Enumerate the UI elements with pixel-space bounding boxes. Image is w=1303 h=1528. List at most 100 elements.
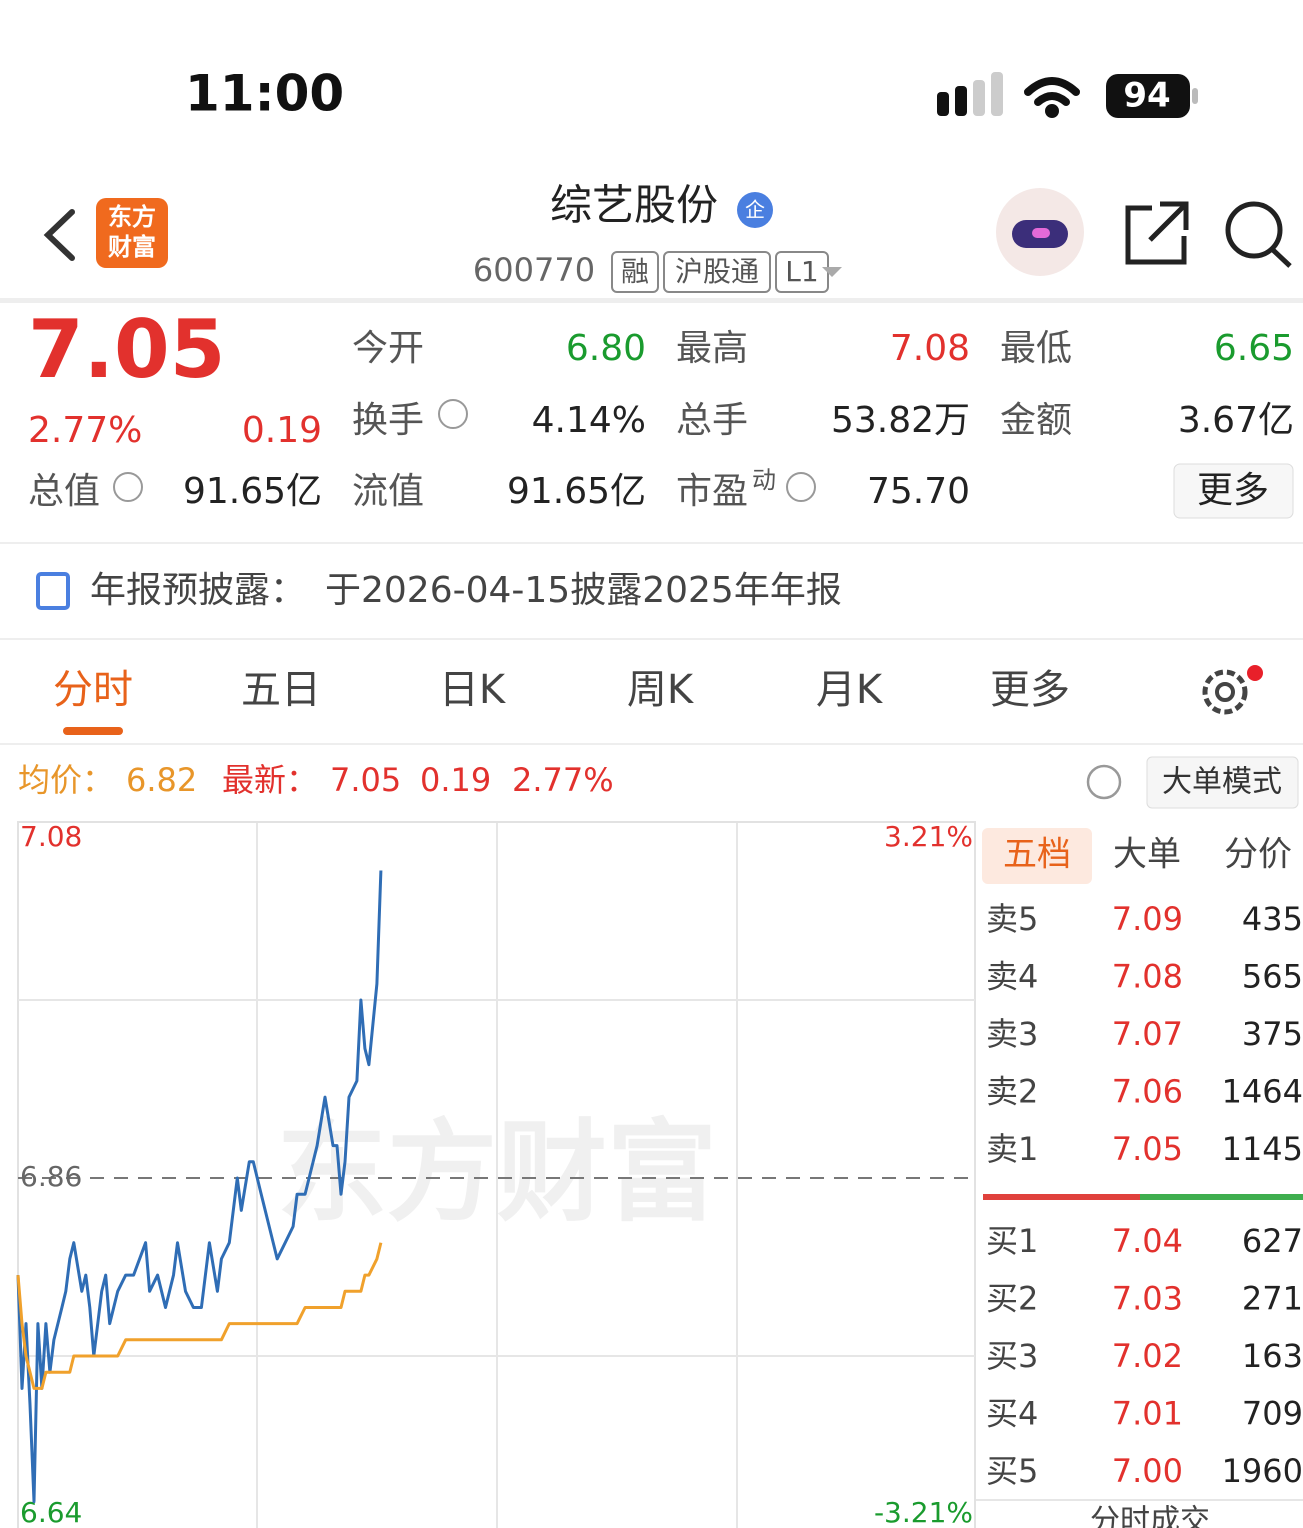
tab[interactable]: 月K	[816, 667, 884, 713]
bid-bar	[1140, 1194, 1303, 1200]
signal-icon	[937, 72, 1003, 116]
y2-tick-label: 3.21%	[884, 820, 973, 853]
field-label: 最低	[1000, 328, 1072, 369]
tab[interactable]: 分时	[53, 667, 133, 713]
tags: 融沪股通 L1	[611, 251, 829, 293]
book-volume: 271	[1242, 1280, 1303, 1318]
avatar-eye	[1032, 228, 1050, 238]
field-label: 流值	[352, 471, 424, 512]
book-volume: 709	[1242, 1395, 1303, 1433]
change-percent: 2.77%	[28, 410, 142, 451]
field-value: 75.70	[867, 471, 970, 512]
tag-box	[663, 251, 771, 293]
book-price: 7.09	[1112, 900, 1183, 938]
field-value: 7.08	[890, 328, 970, 369]
divider	[0, 743, 1303, 745]
field-value: 91.65亿	[507, 471, 646, 512]
book-price: 7.08	[1112, 958, 1183, 996]
tag: 融	[621, 255, 649, 288]
book-tab[interactable]: 大单	[1113, 835, 1181, 875]
stock-name: 综艺股份	[550, 181, 718, 230]
tab[interactable]: 日K	[439, 667, 507, 713]
wifi-icon	[1024, 77, 1080, 118]
help-icon[interactable]	[1086, 764, 1122, 800]
book-price: 7.05	[1112, 1130, 1183, 1168]
battery-cap	[1192, 88, 1198, 104]
book-label: 买2	[986, 1280, 1038, 1318]
book-volume: 1960	[1222, 1452, 1303, 1490]
search-button[interactable]	[1225, 201, 1292, 268]
field-value: 91.65亿	[183, 471, 322, 512]
brand-logo[interactable]	[96, 198, 168, 268]
badge-circle	[737, 192, 773, 228]
book-volume: 163	[1242, 1337, 1303, 1375]
brand-line: 财富	[108, 233, 156, 261]
y-tick-label: 6.64	[20, 1496, 82, 1528]
book-volume: 1464	[1222, 1073, 1303, 1111]
notice-icon	[36, 572, 70, 610]
brand-line: 东方	[108, 203, 156, 231]
field-label: 市盈	[676, 471, 748, 512]
book-label: 卖4	[986, 958, 1038, 996]
tab[interactable]: 更多	[990, 667, 1070, 713]
book-price: 7.01	[1112, 1395, 1183, 1433]
field-value: 6.80	[566, 328, 646, 369]
book-label: 卖3	[986, 1015, 1038, 1053]
chart-divisions	[18, 822, 975, 1528]
more-button[interactable]	[1173, 463, 1294, 519]
book-volume: 375	[1242, 1015, 1303, 1053]
field-superscript: 动	[752, 466, 776, 494]
book-volume: 565	[1242, 958, 1303, 996]
change: 0.19	[242, 410, 322, 451]
battery-level: 94	[1123, 76, 1170, 116]
quote-fields: 今开 6.80 最高 7.08 最低 6.65 换手 4.14% 总手 53.82万 金额 3.67亿…	[28, 328, 1294, 512]
book-volume: 627	[1242, 1222, 1303, 1260]
book-tab[interactable]: 五档	[1003, 835, 1071, 875]
book-price: 7.06	[1112, 1073, 1183, 1111]
field-label: 今开	[352, 328, 424, 369]
book-footer[interactable]: 分时成交	[1090, 1504, 1210, 1528]
notice-text[interactable]: 于2026-04-15披露2025年年报	[325, 570, 842, 611]
clock: 11:00	[185, 65, 344, 123]
y-tick-label: 7.08	[20, 820, 82, 853]
average-line	[16, 1242, 383, 1390]
back-button[interactable]	[43, 209, 75, 261]
last-price: 7.05	[28, 303, 225, 396]
avg-label: 均价：	[18, 761, 114, 799]
price-line	[16, 870, 383, 1504]
more-button-label[interactable]: 更多	[1197, 470, 1269, 511]
mode-button-label[interactable]: 大单模式	[1162, 765, 1282, 800]
field-label: 金额	[1000, 400, 1072, 441]
tab[interactable]: 五日	[241, 667, 321, 713]
book-volume: 435	[1242, 900, 1303, 938]
badge: 企	[745, 198, 765, 222]
share-button[interactable]	[1125, 201, 1189, 265]
settings-button[interactable]	[1202, 665, 1263, 715]
book-tab[interactable]: 分价	[1224, 835, 1292, 875]
notice-label: 年报预披露：	[90, 570, 306, 611]
watermark: 东方财富	[277, 1108, 717, 1236]
active-book-tab	[982, 828, 1092, 884]
mode-button[interactable]	[1146, 756, 1299, 809]
field-value: 53.82万	[831, 400, 970, 441]
dropdown-arrow[interactable]	[822, 267, 842, 277]
field-value: 4.14%	[532, 400, 646, 441]
field-label: 最高	[676, 328, 748, 369]
y2-tick-label: -3.21%	[874, 1496, 973, 1528]
stock-code: 600770	[473, 251, 595, 289]
book-volume: 1145	[1222, 1130, 1303, 1168]
book-price: 7.02	[1112, 1337, 1183, 1375]
field-label: 换手	[352, 400, 424, 441]
book-price: 7.03	[1112, 1280, 1183, 1318]
book-label: 卖5	[986, 900, 1038, 938]
book-label: 卖2	[986, 1073, 1038, 1111]
tab[interactable]: 周K	[627, 667, 695, 713]
info-icons	[113, 399, 816, 502]
divider	[0, 542, 1303, 544]
book-label: 买3	[986, 1337, 1038, 1375]
field-value: 3.67亿	[1178, 400, 1294, 441]
